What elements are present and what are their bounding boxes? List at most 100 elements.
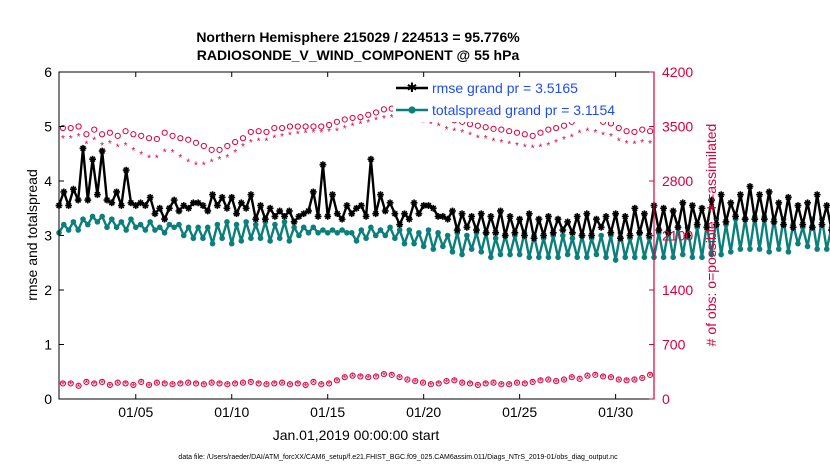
obs_assimilated-point: * [116,143,120,154]
obs_possible-point [380,106,388,113]
obs_assimilated-point: * [523,143,527,154]
rmse-point [717,191,725,199]
obs_low_assimilated-point: * [586,372,590,383]
obs_possible-point [67,124,74,132]
obs_low_possible-point [216,380,223,387]
obs_low_possible-point [341,374,348,381]
obs_low_possible-point [91,380,98,387]
chart-title: Northern Hemisphere 215029 / 224513 = 95… [196,29,520,45]
obs_possible-point [349,114,356,122]
obs_low_assimilated-point: * [648,372,652,383]
rmse-point [60,188,68,196]
rmse-point [794,202,802,209]
rmse-point [818,221,826,228]
rmse-point [257,202,264,209]
x-tick-label: 01/15 [310,404,345,420]
totalspread-point [464,232,470,239]
obs_low_assimilated-point: * [413,378,417,389]
totalspread-point [603,254,609,261]
obs_possible-point [138,132,145,139]
obs_low_assimilated-point: * [225,381,229,392]
obs_low_assimilated-point: * [92,380,96,391]
totalspread-point [89,213,96,220]
rmse-point [401,210,408,218]
totalspread-point [339,227,345,233]
obs_assimilated-point: * [445,125,449,136]
rmse-point [823,202,830,209]
totalspread-point [248,235,254,242]
rmse-point [348,210,356,218]
totalspread-point [368,224,374,231]
rmse-point [545,213,552,220]
obs_low_assimilated-point: * [131,382,135,393]
x-axis-label: Jan.01,2019 00:00:00 start [273,427,440,443]
obs_low_possible-point [106,381,113,389]
obs_assimilated-point: * [327,127,331,138]
obs_low_assimilated-point: * [405,376,409,387]
rmse-point [516,215,524,223]
totalspread-point [171,224,177,231]
obs_low_assimilated-point: * [186,379,190,390]
rmse-point [290,218,298,226]
rmse-point [664,229,672,237]
totalspread-point [747,246,753,252]
obs_possible-point [490,125,497,132]
rmse-point [300,210,308,218]
obs_low_possible-point [380,370,388,378]
rmse-point [228,193,236,201]
obs_possible-point [506,128,513,135]
rmse-point [487,213,495,220]
totalspread-point [190,235,197,242]
rmse-point [113,188,120,196]
obs_low_possible-point [200,381,207,388]
rmse-point [309,188,317,196]
obs_assimilated-point: * [648,139,652,150]
totalspread-point [137,221,144,228]
obs_low_possible-point [153,379,160,386]
rmse-point [261,215,269,223]
rmse-point [98,147,106,155]
rmse-point [463,223,471,231]
obs_low_assimilated-point: * [499,381,503,392]
obs_low_assimilated-point: * [476,382,480,393]
rmse-point [535,215,543,223]
rmse-point [756,191,763,199]
rmse-point [453,226,461,234]
obs_low_assimilated-point: * [163,380,167,391]
totalspread-point [564,251,571,258]
obs_low_possible-point [521,380,528,387]
totalspread-point [689,254,696,261]
obs_assimilated-point: * [452,126,456,137]
totalspread-point [632,254,638,261]
obs_low_possible-point [615,376,622,383]
rmse-point [602,213,610,220]
obs_assimilated-point: * [92,136,96,147]
rmse-point [137,199,144,207]
obs_assimilated-point: * [366,118,370,129]
obs_assimilated-point: * [562,135,566,146]
rmse-point [655,226,663,234]
obs_low_assimilated-point: * [233,380,237,391]
obs_assimilated-point: * [570,133,574,144]
obs_assimilated-point: * [311,128,315,139]
rmse-point [482,229,490,237]
obs_low_assimilated-point: * [77,383,81,394]
obs_assimilated-point: * [280,132,284,143]
totalspread-point [526,254,533,261]
obs_possible-point [145,135,153,142]
rmse-point [161,215,168,223]
obs_low_assimilated-point: * [257,380,261,391]
totalspread-point [108,216,115,222]
rmse-point [151,210,159,218]
obs_low_possible-point [224,381,231,388]
obs_low_possible-point [302,381,309,389]
obs_possible-point [545,126,552,133]
totalspread-point [708,251,715,258]
obs_assimilated-point: * [460,128,464,139]
rmse-point [751,215,759,223]
rmse-point [473,226,480,234]
obs_low_possible-point [592,371,599,378]
totalspread-point [315,229,321,236]
totalspread-point [641,254,648,261]
obs_assimilated-point: * [601,130,605,141]
